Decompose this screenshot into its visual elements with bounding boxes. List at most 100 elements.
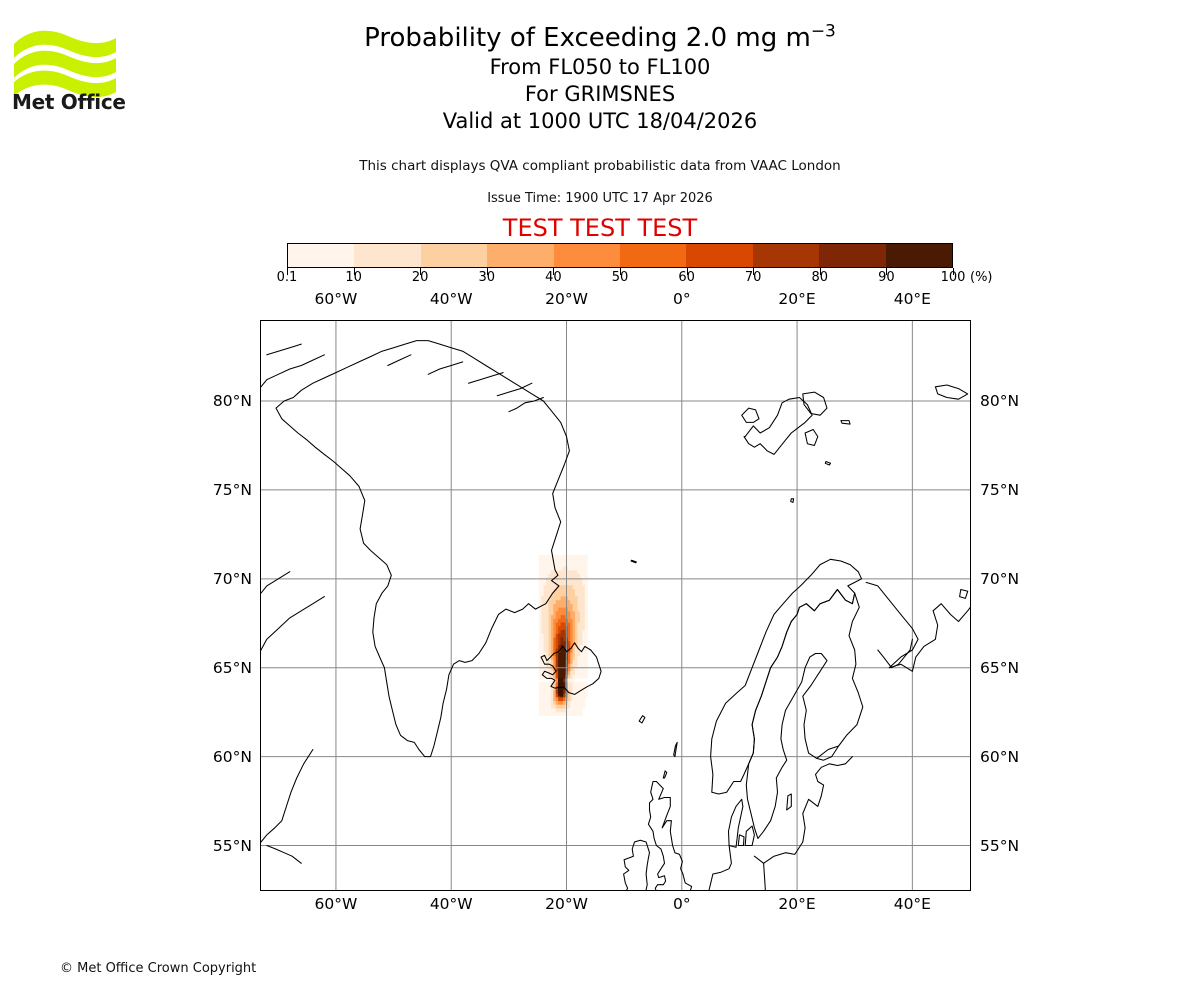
plume-cell [541, 577, 545, 582]
plume-cell [567, 625, 571, 631]
plume-cell [560, 577, 564, 582]
plume-cell [577, 663, 581, 668]
plume-cell [572, 577, 576, 582]
plume-cell [584, 599, 588, 604]
plume-cell [548, 681, 552, 687]
colorbar-label-30: 30 [478, 270, 496, 285]
coastline-finland-se [816, 745, 840, 761]
coastline-svalbard-edge [804, 428, 819, 447]
plume-cell [550, 558, 554, 563]
plume-cell [577, 610, 581, 616]
plume-cell [575, 618, 578, 623]
plume-cell [567, 648, 571, 653]
plume-cell [577, 588, 581, 593]
plume-cell [579, 599, 583, 604]
plume-cell [538, 577, 542, 582]
plume-cell [575, 569, 578, 575]
volcano-name: For GRIMSNES [524, 82, 676, 106]
plume-cell [550, 678, 554, 683]
plume-cell [562, 588, 566, 593]
plume-cell [579, 708, 583, 713]
plume-cell [582, 640, 586, 645]
plume-cell [548, 659, 552, 664]
plume-cell [546, 625, 549, 631]
plume-cell [550, 711, 554, 716]
plume-cell [541, 637, 545, 642]
plume-cell [538, 700, 542, 705]
plume-cell [558, 569, 562, 575]
plume-cell [570, 633, 574, 638]
plume-cell [546, 681, 549, 687]
plume-cell [584, 625, 588, 631]
plume-cell [538, 607, 542, 612]
plume-cell [548, 674, 552, 679]
plume-cell [572, 663, 576, 668]
plume-cell [548, 648, 552, 653]
plume-cell [541, 554, 545, 560]
plume-cell [541, 670, 545, 675]
plume-cell [584, 588, 588, 593]
plume-cell [538, 652, 542, 657]
plume-cell [550, 614, 554, 619]
plume-cell [562, 644, 566, 649]
plume-cell [582, 603, 586, 608]
plume-cell [575, 655, 578, 660]
plume-cell [584, 681, 588, 687]
plume-cell [584, 629, 588, 634]
plume-cell [541, 696, 545, 701]
plume-cell [546, 622, 549, 627]
plume-cell [560, 637, 564, 642]
plume-cell [570, 685, 574, 690]
plume-cell [553, 696, 557, 701]
plume-cell [538, 588, 542, 593]
plume-cell [550, 569, 554, 575]
plume-cell [562, 711, 566, 716]
plume-cell [572, 637, 576, 642]
plume-cell [548, 640, 552, 645]
lon-label-top-40: 40°E [893, 290, 931, 308]
plume-cell [575, 670, 578, 675]
coastline-iceland [540, 642, 602, 695]
plume-cell [582, 637, 586, 642]
plume-cell [543, 640, 547, 645]
plume-cell [572, 655, 576, 660]
plume-cell [553, 599, 557, 604]
plume-cell [538, 708, 542, 713]
plume-cell [546, 577, 549, 582]
ash-plume-layer [538, 554, 588, 716]
plume-cell [538, 584, 542, 589]
ash-probability-map[interactable] [260, 320, 971, 891]
plume-cell [546, 640, 549, 645]
plume-cell [567, 577, 571, 582]
plume-cell [553, 681, 557, 687]
plume-cell [575, 607, 578, 612]
plume-cell [577, 644, 581, 649]
plume-cell [562, 696, 566, 701]
compliance-note: This chart displays QVA compliant probab… [359, 158, 841, 174]
plume-cell [567, 581, 571, 586]
plume-cell [560, 655, 564, 660]
plume-cell [582, 592, 586, 597]
plume-cell [577, 581, 581, 586]
plume-cell [558, 610, 562, 616]
plume-cell [577, 652, 581, 657]
plume-cell [558, 652, 562, 657]
plume-cell [553, 573, 557, 578]
plume-cell [570, 670, 574, 675]
plume-cell [570, 674, 574, 679]
plume-cell [543, 588, 547, 593]
plume-cell [579, 562, 583, 567]
plume-cell [541, 607, 545, 612]
plume-cell [582, 681, 586, 687]
colorbar-unit-label: (%) [970, 270, 993, 285]
plume-cell [572, 629, 576, 634]
plume-cell [567, 704, 571, 709]
plume-cell [550, 581, 554, 586]
coastline-kong-karls [840, 420, 851, 425]
plume-cell [570, 625, 574, 631]
plume-cell [560, 663, 564, 668]
plume-cell [558, 566, 562, 571]
plume-cell [558, 625, 562, 631]
plume-cell [577, 625, 581, 631]
plume-cell [562, 663, 566, 668]
